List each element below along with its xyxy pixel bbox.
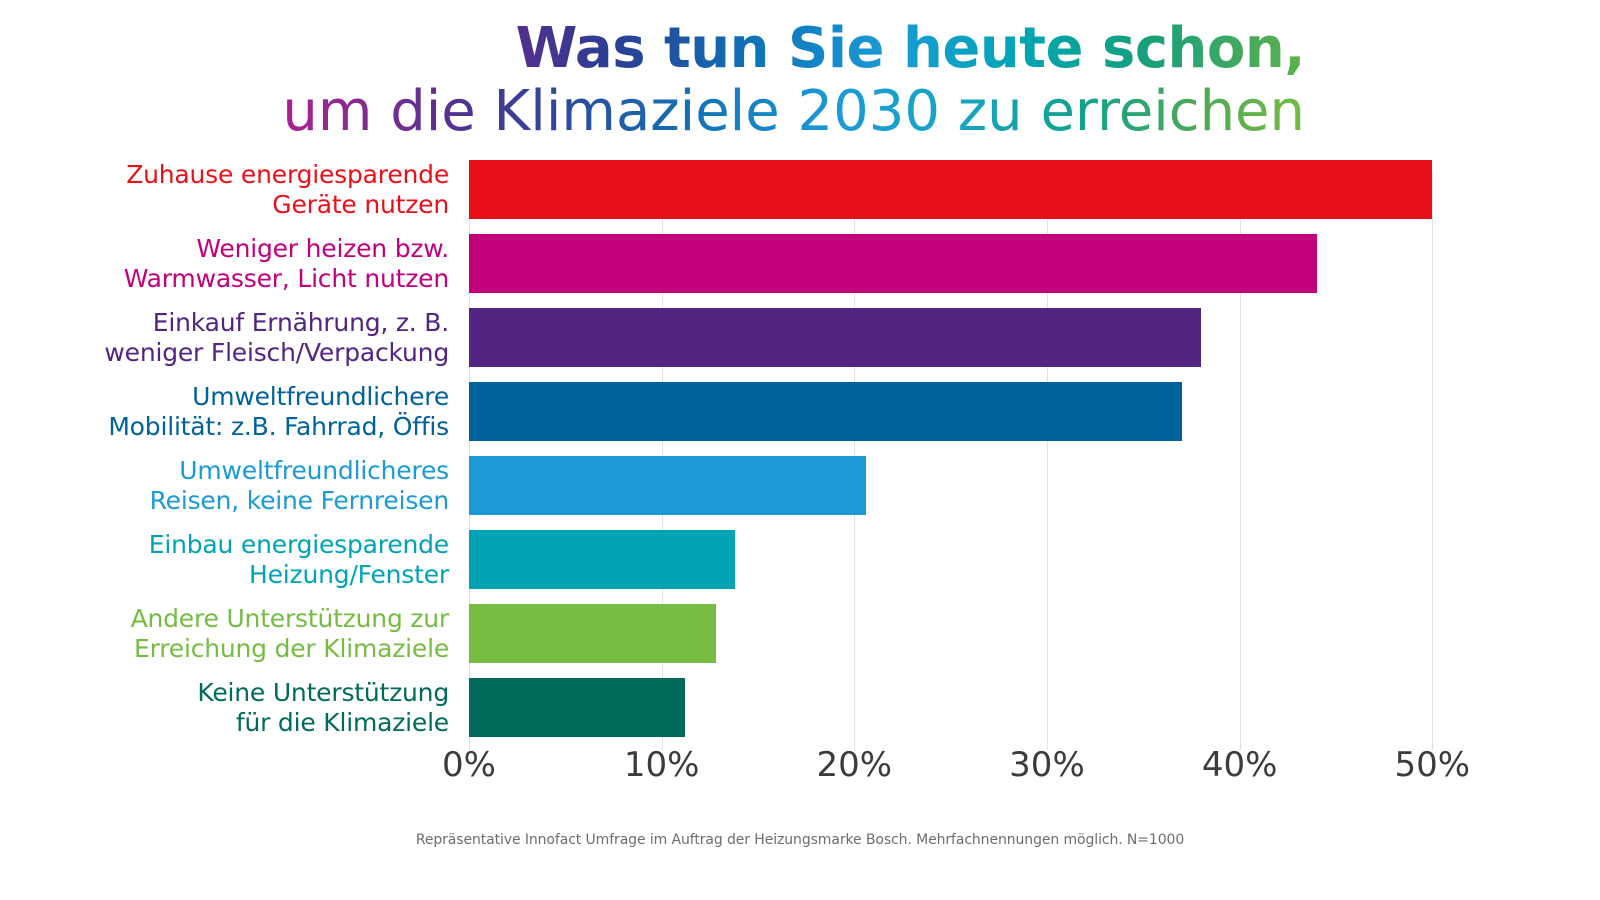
bar-category-label: Andere Unterstützung zur Erreichung der … <box>130 603 450 663</box>
chart-title-line-1: Was tun Sie heute schon, <box>0 18 1306 80</box>
chart-row: Weniger heizen bzw. Warmwasser, Licht nu… <box>0 234 1600 293</box>
chart-title-line-2: um die Klimaziele 2030 zu erreichen <box>0 80 1305 144</box>
bar[interactable] <box>469 456 866 515</box>
bar[interactable] <box>469 530 735 589</box>
chart-row: Keine Unterstützung für die Klimaziele <box>0 678 1600 737</box>
chart-title-block: Was tun Sie heute schon, um die Klimazie… <box>0 18 1480 144</box>
chart-bar-rows: Zuhause energiesparende Geräte nutzen Wen… <box>0 160 1600 752</box>
bar-category-label: Einkauf Ernährung, z. B. weniger Fleisch… <box>104 307 449 367</box>
bar-category-label: Umweltfreundlichere Mobilität: z.B. Fahr… <box>108 381 449 441</box>
bar[interactable] <box>469 308 1202 367</box>
x-axis-tick-label: 10% <box>623 745 700 785</box>
bar[interactable] <box>469 234 1317 293</box>
bar-category-label: Umweltfreundlicheres Reisen, keine Fernr… <box>149 455 450 515</box>
bar[interactable] <box>469 160 1433 219</box>
x-axis-tick-label: 20% <box>816 745 893 785</box>
x-axis-tick-label: 30% <box>1009 745 1085 785</box>
bar-category-label: Weniger heizen bzw. Warmwasser, Licht nu… <box>123 233 449 293</box>
x-axis-tick-label: 50% <box>1394 745 1471 785</box>
chart-row: Einkauf Ernährung, z. B. weniger Fleisch… <box>0 308 1600 367</box>
bar-category-label: Zuhause energiesparende Geräte nutzen <box>126 159 449 219</box>
chart-row: Einbau energiesparende Heizung/Fenster <box>0 530 1600 589</box>
chart-row: Zuhause energiesparende Geräte nutzen <box>0 160 1600 219</box>
x-axis-tick-label: 40% <box>1201 745 1278 785</box>
bar[interactable] <box>469 678 685 737</box>
bar[interactable] <box>469 382 1182 441</box>
x-axis-tick-label: 0% <box>442 745 496 785</box>
bar-category-label: Keine Unterstützung für die Klimaziele <box>197 677 449 737</box>
bar-category-label: Einbau energiesparende Heizung/Fenster <box>148 529 449 589</box>
chart-x-axis: 0% 10% 20% 30% 40% 50% <box>442 745 1470 805</box>
bar[interactable] <box>469 604 716 663</box>
chart-row: Andere Unterstützung zur Erreichung der … <box>0 604 1600 663</box>
chart-footnote: Repräsentative Innofact Umfrage im Auftr… <box>415 832 1185 848</box>
chart-plot-area: Zuhause energiesparende Geräte nutzen Wen… <box>0 160 1600 750</box>
chart-row: Umweltfreundlicheres Reisen, keine Fernr… <box>0 456 1600 515</box>
chart-row: Umweltfreundlichere Mobilität: z.B. Fahr… <box>0 382 1600 441</box>
